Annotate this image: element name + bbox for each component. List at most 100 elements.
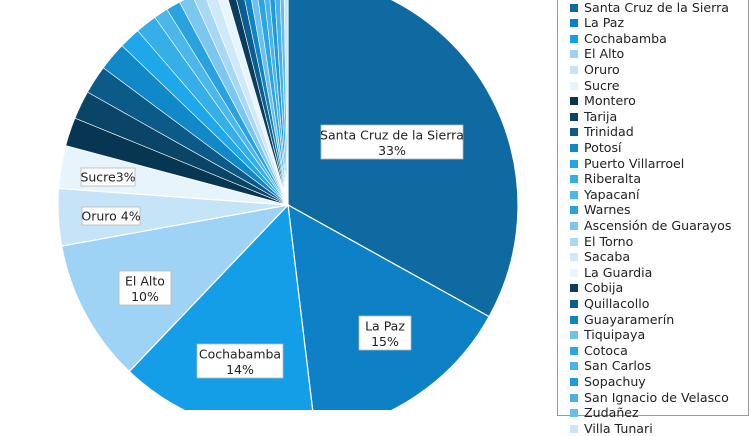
pie-slice-tiquipaya <box>251 0 289 206</box>
legend-label: Puerto Villarroel <box>584 155 685 171</box>
legend-item-riberalta: Riberalta <box>570 171 641 187</box>
data-label-name: El Alto <box>125 274 165 289</box>
legend-item-quillacollo: Quillacollo <box>570 296 649 312</box>
legend-item-oruro: Oruro <box>570 62 620 78</box>
legend-item-ascension-de-guarayos: Ascensión de Guarayos <box>570 218 731 234</box>
legend-item-zudanez: Zudañez <box>570 405 639 421</box>
legend-item-cotoca: Cotoca <box>570 343 628 359</box>
legend-label: Tiquipaya <box>584 327 646 343</box>
legend-item-montero: Montero <box>570 93 636 109</box>
legend-swatch <box>570 65 578 74</box>
legend-swatch <box>570 393 578 402</box>
legend-label: Guayaramerín <box>584 311 675 327</box>
legend-item-la-paz: La Paz <box>570 15 624 31</box>
legend-item-warnes: Warnes <box>570 202 631 218</box>
data-label-oruro: Oruro 4% <box>81 206 141 226</box>
pie-slice-sopachuy <box>269 0 289 206</box>
legend-label: Cotoca <box>584 342 628 358</box>
legend-swatch <box>570 253 578 262</box>
legend-swatch <box>570 362 578 371</box>
legend-swatch <box>570 128 578 137</box>
legend-label: San Ignacio de Velasco <box>584 389 729 405</box>
legend-item-cobija: Cobija <box>570 280 623 296</box>
legend-label: El Alto <box>584 46 625 62</box>
legend-swatch <box>570 299 578 308</box>
legend-item-potosi: Potosí <box>570 140 622 156</box>
legend-item-cochabamba: Cochabamba <box>570 31 667 47</box>
legend-swatch <box>570 409 578 418</box>
legend-swatch <box>570 112 578 121</box>
data-label-text: Sucre3% <box>80 170 135 185</box>
pie-slice-cotoca <box>257 0 289 206</box>
data-label-value: 10% <box>131 289 159 304</box>
legend-label: Zudañez <box>584 405 639 421</box>
legend-swatch <box>570 81 578 90</box>
legend-label: Warnes <box>584 202 631 218</box>
data-label-value: 14% <box>226 362 254 377</box>
legend-item-villa-tunari: Villa Tunari <box>570 421 653 436</box>
legend-label: Riberalta <box>584 171 642 187</box>
legend-label: El Torno <box>584 233 634 249</box>
legend-swatch <box>570 34 578 43</box>
legend-swatch <box>570 175 578 184</box>
legend-item-sopachuy: Sopachuy <box>570 374 646 390</box>
legend-label: Santa Cruz de la Sierra <box>584 0 729 15</box>
legend-swatch <box>570 206 578 215</box>
pie-slice-el-alto <box>60 204 290 373</box>
pie-slice-la-paz <box>287 203 490 410</box>
legend-item-puerto-villarroel: Puerto Villarroel <box>570 156 684 172</box>
legend-swatch <box>570 237 578 246</box>
legend-item-yapacani: Yapacaní <box>570 187 640 203</box>
legend-label: Tarija <box>584 108 618 124</box>
legend-swatch <box>570 331 578 340</box>
data-label-value: 33% <box>378 143 406 158</box>
legend-label: Sopachuy <box>584 373 646 389</box>
legend-item-la-guardia: La Guardia <box>570 265 652 281</box>
legend-item-guayaramerin: Guayaramerín <box>570 312 674 328</box>
legend-item-tiquipaya: Tiquipaya <box>570 327 645 343</box>
legend-swatch <box>570 159 578 168</box>
legend-swatch <box>570 97 578 106</box>
legend-label: Villa Tunari <box>584 420 653 436</box>
legend-swatch <box>570 19 578 28</box>
pie-slice-sacaba <box>206 0 289 206</box>
legend-label: Montero <box>584 93 636 109</box>
legend-label: Trinidad <box>584 124 634 140</box>
legend-label: Quillacollo <box>584 295 650 311</box>
legend-swatch <box>570 346 578 355</box>
legend-item-santa-cruz-de-la-sierra: Santa Cruz de la Sierra <box>570 0 729 15</box>
pie-slice-ascension-de-guarayos <box>179 0 289 206</box>
legend-item-sacaba: Sacaba <box>570 249 630 265</box>
legend-label: La Guardia <box>584 264 653 280</box>
legend-swatch <box>570 50 578 59</box>
legend-swatch <box>570 377 578 386</box>
data-label-sucre: Sucre3% <box>80 167 136 187</box>
legend-label: Cobija <box>584 280 624 296</box>
data-label-name: Cochabamba <box>199 347 281 362</box>
legend-swatch <box>570 315 578 324</box>
chart-legend: Santa Cruz de la Sierra La Paz Cochabamba E… <box>557 0 749 436</box>
legend-swatch <box>570 284 578 293</box>
legend-label: San Carlos <box>584 358 652 374</box>
legend-swatch <box>570 143 578 152</box>
legend-label: Potosí <box>584 139 622 155</box>
legend-swatch <box>570 190 578 199</box>
legend-item-sucre: Sucre <box>570 78 620 94</box>
data-label-value: 15% <box>371 334 399 349</box>
data-label-text: Oruro 4% <box>81 209 140 224</box>
legend-label: Sacaba <box>584 249 631 265</box>
legend-label: La Paz <box>584 15 625 31</box>
legend-label: Oruro <box>584 61 620 77</box>
legend-label: Ascensión de Guarayos <box>584 217 732 233</box>
legend-swatch <box>570 424 578 433</box>
legend-item-tarija: Tarija <box>570 109 617 125</box>
legend-item-el-torno: El Torno <box>570 234 633 250</box>
data-label-name: Santa Cruz de la Sierra <box>320 128 464 143</box>
legend-swatch <box>570 3 578 12</box>
legend-item-san-ignacio-de-velasco: San Ignacio de Velasco <box>570 390 729 406</box>
legend-item-trinidad: Trinidad <box>570 124 634 140</box>
